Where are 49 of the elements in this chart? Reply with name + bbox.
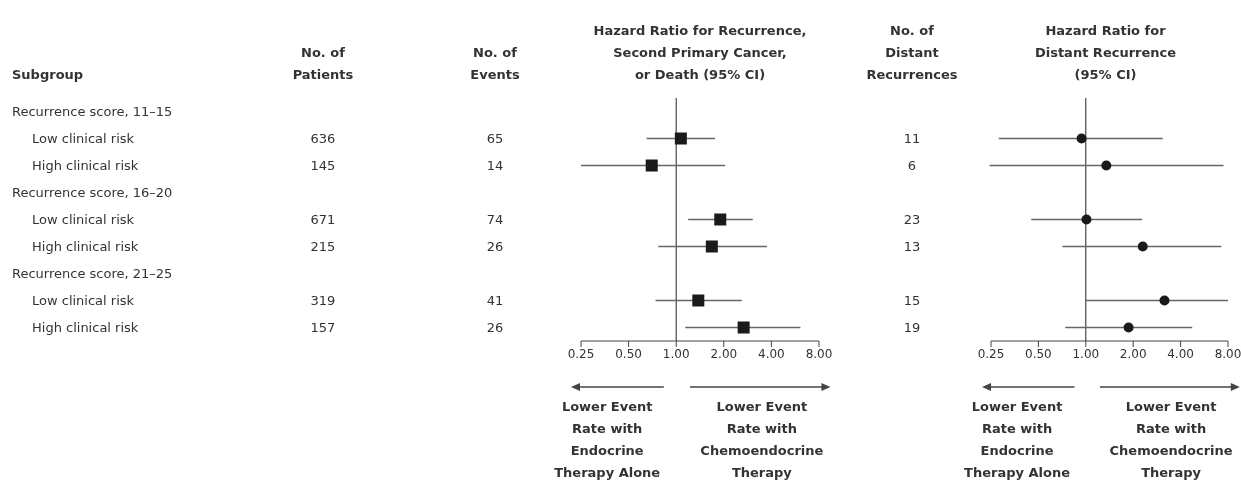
data-label: 6 (906, 157, 918, 175)
text: No. of Events (469, 44, 521, 84)
category-label: Low clinical risk (32, 130, 135, 148)
data-label: 14 (485, 157, 505, 175)
x-tick-label: 0.50 (615, 346, 642, 361)
x-tick-label: 0.25 (977, 346, 1005, 361)
text: Lower Event Rate with Chemoendocrine Therapy (699, 398, 825, 482)
data-label: 74 (485, 211, 505, 229)
data-label: 23 (902, 211, 922, 229)
category-label: Recurrence score, 16–20 (12, 184, 173, 202)
data-label: 65 (485, 130, 505, 148)
x-tick-label: 0.50 (1025, 346, 1052, 361)
x-tick-label: 4.00 (758, 346, 785, 361)
x-tick-label: 4.00 (1167, 346, 1194, 361)
chart-title: Hazard Ratio for Distant Recurrence (95% CI) (1033, 22, 1178, 84)
x-tick-label: 8.00 (805, 346, 833, 361)
category-label: Recurrence score, 11–15 (12, 103, 173, 121)
x-tick-label: 1.00 (1072, 346, 1100, 361)
x-tick-label: 2.00 (710, 346, 738, 361)
data-label: 26 (485, 319, 505, 337)
data-label: 19 (902, 319, 922, 337)
text: Lower Event Rate with Endocrine Therapy Alone (963, 398, 1072, 482)
text: Subgroup (12, 66, 84, 84)
data-label: 671 (309, 211, 337, 229)
data-label: 157 (309, 319, 337, 337)
chart-title: Hazard Ratio for Recurrence, Second Primary Cancer, or Death (95% CI) (592, 22, 808, 84)
x-tick-label: 0.25 (567, 346, 595, 361)
data-label: 636 (309, 130, 337, 148)
text: Lower Event Rate with Chemoendocrine Therapy (1108, 398, 1234, 482)
data-label: 13 (902, 238, 922, 256)
category-label: Low clinical risk (32, 211, 135, 229)
text: No. of Distant Recurrences (865, 22, 959, 84)
category-label: High clinical risk (32, 238, 139, 256)
text: No. of Patients (291, 44, 355, 84)
data-label: 26 (485, 238, 505, 256)
x-tick-label: 8.00 (1214, 346, 1241, 361)
x-tick-label: 1.00 (662, 346, 690, 361)
data-label: 11 (902, 130, 922, 148)
data-label: 215 (309, 238, 337, 256)
data-label: 319 (309, 292, 337, 310)
data-label: 15 (902, 292, 922, 310)
category-label: Low clinical risk (32, 292, 135, 310)
text: Lower Event Rate with Endocrine Therapy Alone (553, 398, 662, 482)
x-tick-label: 2.00 (1119, 346, 1147, 361)
category-label: High clinical risk (32, 319, 139, 337)
data-label: 41 (485, 292, 505, 310)
category-label: Recurrence score, 21–25 (12, 265, 173, 283)
data-label: 145 (309, 157, 337, 175)
category-label: High clinical risk (32, 157, 139, 175)
